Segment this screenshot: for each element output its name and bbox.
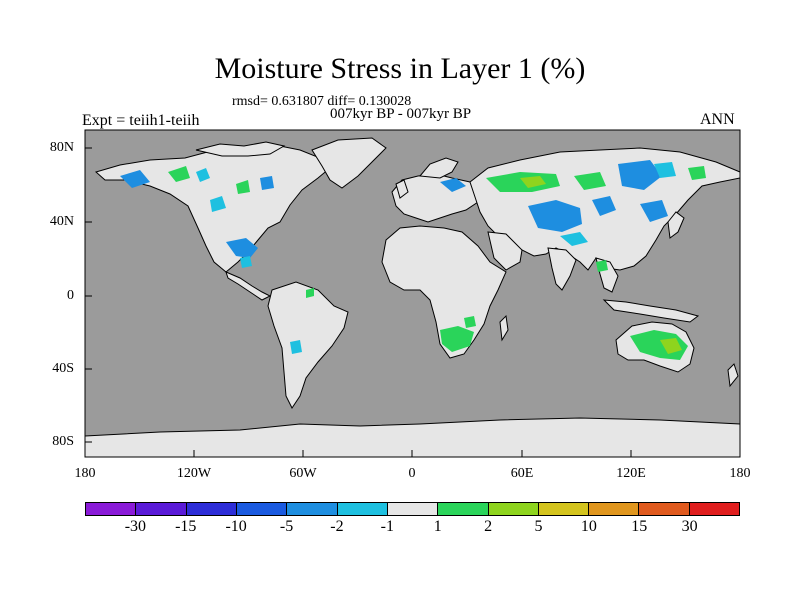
anomaly-patch <box>210 196 226 212</box>
japan <box>667 211 685 239</box>
tick-marks <box>84 147 741 457</box>
period-label: 007kyr BP - 007kyr BP <box>330 106 472 122</box>
colorbar-box <box>186 503 237 515</box>
colorbar-box <box>287 503 338 515</box>
anomaly-patch <box>660 338 682 354</box>
indonesia <box>602 299 700 323</box>
x-tick-label: 60W <box>289 466 317 481</box>
season-label: ANN <box>700 111 735 128</box>
anomaly-patch <box>226 238 258 258</box>
colorbar <box>85 502 740 516</box>
anomaly-patch <box>306 288 314 298</box>
arabia <box>487 231 523 271</box>
x-tick-label: 120E <box>616 466 646 481</box>
colorbar-label: -10 <box>225 518 247 535</box>
colorbar-label: 10 <box>580 518 597 535</box>
anomaly-patch <box>560 232 588 246</box>
colorbar-box <box>337 503 388 515</box>
colorbar-box <box>589 503 640 515</box>
south-america <box>267 281 349 409</box>
british-isles <box>395 179 409 199</box>
colorbar-box <box>387 503 439 515</box>
colorbar-box <box>538 503 590 515</box>
colorbar-box <box>136 503 187 515</box>
madagascar <box>499 314 509 342</box>
stats-label: rmsd= 0.631807 diff= 0.130028 <box>232 94 412 109</box>
x-tick-label: 180 <box>74 466 96 481</box>
anomaly-patches <box>120 160 706 360</box>
anomaly-patch <box>654 162 676 178</box>
anomaly-patch <box>464 316 476 328</box>
scandinavia <box>419 157 459 179</box>
y-tick-label: 80S <box>52 434 74 449</box>
experiment-label: Expt = teiih1-teiih <box>82 112 200 129</box>
colorbar-label: -30 <box>124 518 147 535</box>
colorbar-label: -2 <box>330 518 344 535</box>
colorbar-box <box>86 503 137 515</box>
central-america <box>225 271 272 301</box>
anomaly-patch <box>618 160 662 190</box>
colorbar-label: 30 <box>681 518 698 535</box>
x-tick-label: 60E <box>510 466 534 481</box>
colorbar-label: 15 <box>631 518 648 535</box>
anomaly-patch <box>168 166 190 182</box>
anomaly-patch <box>596 260 608 272</box>
anomaly-patch <box>260 176 274 190</box>
anomaly-patch <box>486 172 560 192</box>
anomaly-patch <box>120 170 150 188</box>
anomaly-patch <box>440 178 466 192</box>
anomaly-patch <box>592 196 616 216</box>
new-zealand <box>727 363 739 388</box>
anomaly-patch <box>688 166 706 180</box>
anomaly-patch <box>528 200 582 232</box>
india <box>547 247 577 291</box>
anomaly-patch <box>440 326 474 352</box>
colorbar-label: 2 <box>484 518 493 535</box>
colorbar-label: -5 <box>279 518 294 535</box>
colorbar-box <box>689 503 740 515</box>
colorbar-label: 5 <box>534 518 543 535</box>
arctic-islands <box>195 141 286 157</box>
x-tick-label: 120W <box>176 466 212 481</box>
colorbar-label: 1 <box>433 518 442 535</box>
anomaly-patch <box>520 176 546 188</box>
colorbar-label: -15 <box>175 518 197 535</box>
anomaly-patch <box>640 200 668 222</box>
y-tick-label: 40S <box>52 361 74 376</box>
y-tick-label: 0 <box>67 288 74 303</box>
anomaly-patch <box>240 256 252 268</box>
anomaly-patch <box>196 168 210 182</box>
greenland <box>311 137 387 189</box>
y-tick-label: 40N <box>49 214 74 229</box>
colorbar-box <box>639 503 690 515</box>
anomaly-patch <box>574 172 606 190</box>
colorbar-box <box>488 503 539 515</box>
x-tick-label: 0 <box>408 466 416 481</box>
x-tick-label: 180 <box>729 466 751 481</box>
colorbar-box <box>438 503 489 515</box>
colorbar-label: -1 <box>380 518 394 535</box>
plot-title: Moisture Stress in Layer 1 (%) <box>214 52 586 85</box>
anomaly-patch <box>236 180 250 194</box>
y-tick-label: 80N <box>49 140 74 155</box>
anomaly-patch <box>630 330 688 360</box>
anomaly-patch <box>290 340 302 354</box>
colorbar-box <box>236 503 288 515</box>
